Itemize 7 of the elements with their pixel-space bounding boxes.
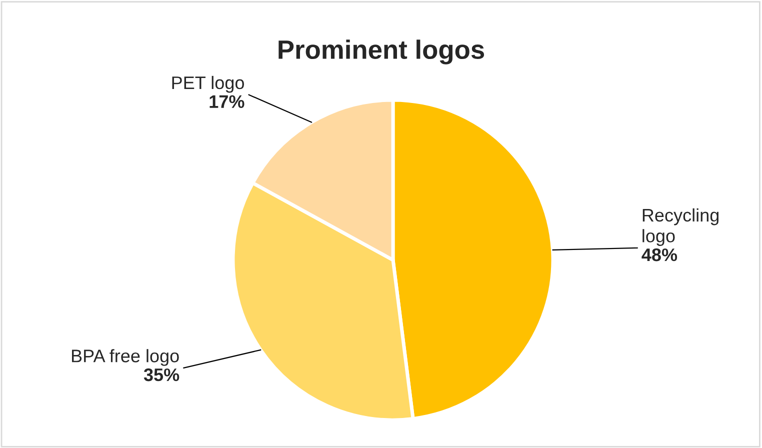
- data-label: 35%: [144, 368, 180, 382]
- slice-label: Recycling logo: [642, 208, 719, 246]
- data-label: 17%: [210, 95, 244, 108]
- slice-label: PET logo: [172, 76, 244, 93]
- chart-title: Prominent logos: [278, 40, 484, 64]
- data-label: 48%: [642, 248, 678, 262]
- slice-label: BPA free logo: [72, 349, 179, 366]
